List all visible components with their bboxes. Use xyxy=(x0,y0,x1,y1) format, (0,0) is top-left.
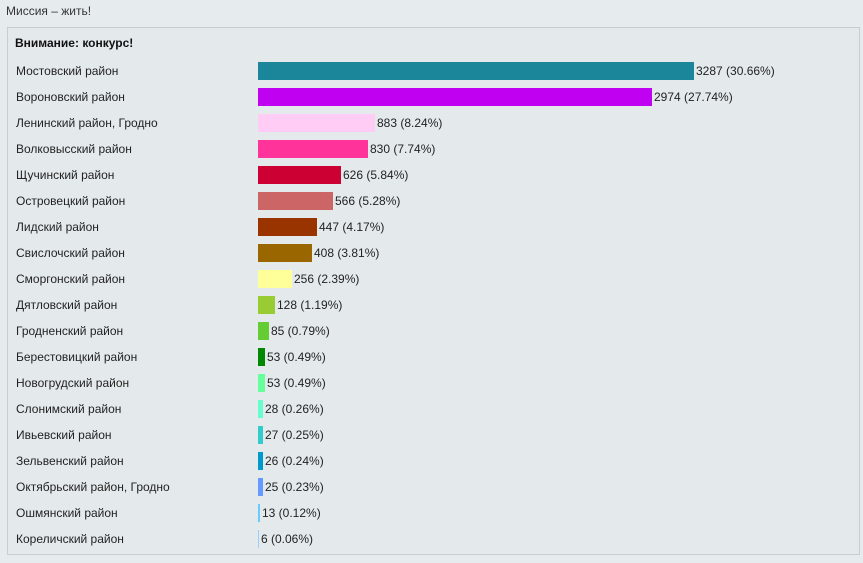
bar xyxy=(258,530,259,548)
value-label: 2974 (27.74%) xyxy=(654,90,733,104)
value-label: 25 (0.23%) xyxy=(265,480,324,494)
category-label: Октябрьский район, Гродно xyxy=(16,480,170,494)
value-label: 27 (0.25%) xyxy=(265,428,324,442)
results-bar-chart: Мостовский район 3287 (30.66%) Вороновский… xyxy=(16,62,775,548)
bar xyxy=(258,348,265,366)
category-label: Щучинский район xyxy=(16,168,114,182)
value-label: 13 (0.12%) xyxy=(262,506,321,520)
category-label: Мостовский район xyxy=(16,64,118,78)
bar xyxy=(258,62,694,80)
category-label: Свислочский район xyxy=(16,246,125,260)
poll-results-panel: Внимание: конкурс! Мостовский район 3287 … xyxy=(7,27,860,555)
category-label: Лидский район xyxy=(16,220,99,234)
category-label: Сморгонский район xyxy=(16,272,125,286)
value-label: 53 (0.49%) xyxy=(267,350,326,364)
value-label: 830 (7.74%) xyxy=(370,142,435,156)
bar xyxy=(258,478,263,496)
value-label: 28 (0.26%) xyxy=(265,402,324,416)
bar xyxy=(258,166,341,184)
value-label: 26 (0.24%) xyxy=(265,454,324,468)
bar xyxy=(258,296,275,314)
value-label: 883 (8.24%) xyxy=(377,116,442,130)
bar xyxy=(258,218,317,236)
category-label: Зельвенский район xyxy=(16,454,124,468)
value-label: 408 (3.81%) xyxy=(314,246,379,260)
bar xyxy=(258,452,263,470)
category-label: Вороновский район xyxy=(16,90,125,104)
bar xyxy=(258,426,263,444)
value-label: 6 (0.06%) xyxy=(261,532,313,546)
category-label: Слонимский район xyxy=(16,402,121,416)
bar xyxy=(258,140,368,158)
bar xyxy=(258,244,312,262)
bar xyxy=(258,322,269,340)
bar xyxy=(258,504,260,522)
bar xyxy=(258,270,292,288)
value-label: 256 (2.39%) xyxy=(294,272,359,286)
category-label: Островецкий район xyxy=(16,194,125,208)
category-label: Волковысский район xyxy=(16,142,132,156)
category-label: Ленинский район, Гродно xyxy=(16,116,158,130)
value-label: 85 (0.79%) xyxy=(271,324,330,338)
value-label: 626 (5.84%) xyxy=(343,168,408,182)
value-label: 53 (0.49%) xyxy=(267,376,326,390)
category-label: Дятловский район xyxy=(16,298,117,312)
category-label: Ивьевский район xyxy=(16,428,112,442)
bar xyxy=(258,114,375,132)
category-label: Гродненский район xyxy=(16,324,123,338)
value-label: 447 (4.17%) xyxy=(319,220,384,234)
category-label: Новогрудский район xyxy=(16,376,129,390)
value-label: 128 (1.19%) xyxy=(277,298,342,312)
bar xyxy=(258,192,333,210)
bar xyxy=(258,400,263,418)
bar xyxy=(258,88,652,106)
poll-heading: Внимание: конкурс! xyxy=(15,36,134,50)
category-label: Ошмянский район xyxy=(16,506,118,520)
value-label: 566 (5.28%) xyxy=(335,194,400,208)
value-label: 3287 (30.66%) xyxy=(696,64,775,78)
category-label: Кореличский район xyxy=(16,532,124,546)
category-label: Берестовицкий район xyxy=(16,350,137,364)
page-title: Миссия – жить! xyxy=(6,4,92,18)
bar xyxy=(258,374,265,392)
